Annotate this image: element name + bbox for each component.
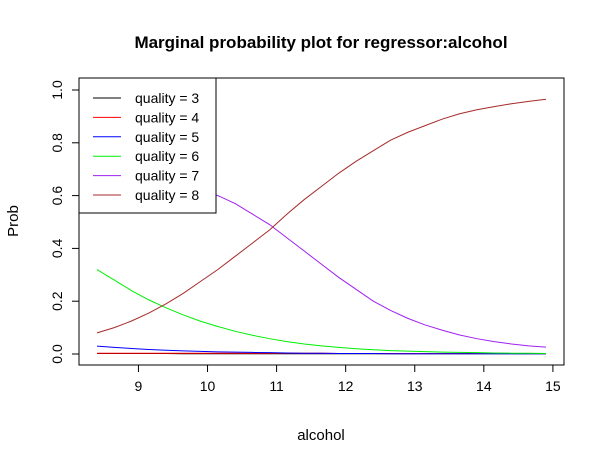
series-line-4 [96,269,547,354]
legend-entry-label: quality = 7 [135,168,199,184]
x-tick-label: 15 [545,378,561,394]
x-tick-label: 11 [269,378,284,394]
legend-entry-label: quality = 6 [135,148,199,164]
x-tick-label: 9 [135,378,143,394]
y-tick-label: 1.0 [49,80,65,100]
y-tick-label: 0.2 [49,291,65,311]
legend-box [78,77,217,214]
y-tick-label: 0.8 [49,133,65,153]
legend-entry-label: quality = 8 [135,187,199,203]
y-axis: 0.0 0.2 0.4 0.6 0.8 1.0 [49,80,79,364]
x-axis-label: alcohol [297,427,345,444]
y-tick-label: 0.6 [49,186,65,206]
x-tick-label: 12 [338,378,354,394]
series-line-6 [96,98,547,334]
legend-entry-label: quality = 5 [135,129,199,145]
legend-entry-label: quality = 4 [135,109,199,125]
x-axis: 9 10 11 12 13 14 15 [135,365,561,394]
legend: quality = 3 quality = 4 quality = 5 quality… [78,77,217,214]
legend-entry-label: quality = 3 [135,90,199,106]
y-tick-label: 0.4 [49,238,65,258]
y-tick-label: 0.0 [49,344,65,364]
x-tick-label: 13 [407,378,423,394]
chart-title: Marginal probability plot for regressor:… [134,33,507,52]
x-tick-label: 14 [476,378,492,394]
plot-frame [78,77,565,366]
x-tick-label: 10 [200,378,216,394]
y-axis-label: Prob [5,205,22,237]
series-line-3 [96,345,546,355]
